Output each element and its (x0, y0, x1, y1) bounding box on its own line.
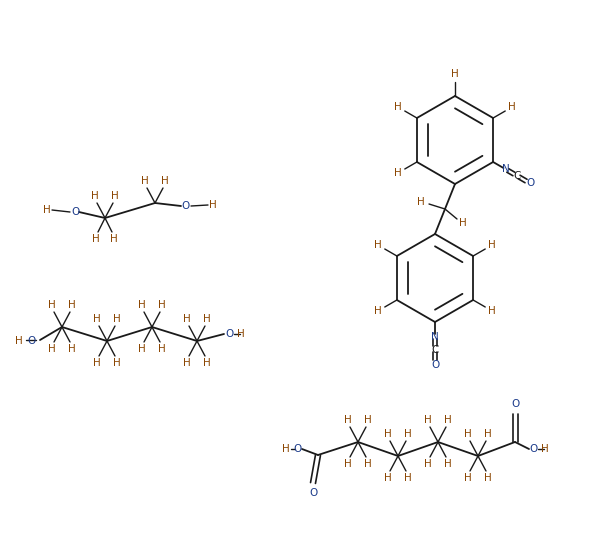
Text: O: O (309, 488, 317, 498)
Text: H: H (138, 300, 146, 310)
Text: H: H (394, 102, 402, 112)
Text: H: H (141, 176, 149, 186)
Text: H: H (344, 415, 352, 425)
Text: H: H (48, 344, 56, 354)
Text: H: H (444, 459, 452, 469)
Text: O: O (71, 207, 79, 217)
Text: H: H (364, 459, 372, 469)
Text: H: H (508, 102, 516, 112)
Text: H: H (541, 444, 549, 454)
Text: O: O (225, 329, 233, 339)
Text: O: O (431, 360, 439, 370)
Text: H: H (282, 444, 290, 454)
Text: N: N (431, 332, 439, 342)
Text: H: H (158, 344, 166, 354)
Text: O: O (511, 399, 519, 409)
Text: H: H (183, 358, 191, 368)
Text: H: H (344, 459, 352, 469)
Text: C: C (514, 171, 521, 181)
Text: O: O (27, 336, 35, 346)
Text: O: O (181, 201, 189, 211)
Text: H: H (464, 473, 472, 483)
Text: O: O (293, 444, 301, 454)
Text: H: H (15, 336, 23, 346)
Text: O: O (530, 444, 538, 454)
Text: H: H (424, 415, 432, 425)
Text: H: H (404, 429, 412, 439)
Text: H: H (488, 306, 496, 316)
Text: H: H (444, 415, 452, 425)
Text: O: O (526, 178, 535, 188)
Text: H: H (488, 240, 496, 250)
Text: H: H (113, 314, 121, 324)
Text: H: H (464, 429, 472, 439)
Text: H: H (459, 218, 467, 228)
Text: H: H (48, 300, 56, 310)
Text: H: H (158, 300, 166, 310)
Text: H: H (209, 200, 217, 210)
Text: H: H (237, 329, 245, 339)
Text: H: H (68, 300, 76, 310)
Text: H: H (43, 205, 51, 215)
Text: H: H (384, 473, 392, 483)
Text: H: H (161, 176, 169, 186)
Text: H: H (203, 358, 211, 368)
Text: H: H (92, 234, 100, 244)
Text: H: H (203, 314, 211, 324)
Text: C: C (432, 345, 439, 355)
Text: H: H (68, 344, 76, 354)
Text: H: H (138, 344, 146, 354)
Text: H: H (484, 473, 492, 483)
Text: H: H (113, 358, 121, 368)
Text: H: H (424, 459, 432, 469)
Text: H: H (183, 314, 191, 324)
Text: H: H (374, 306, 381, 316)
Text: H: H (364, 415, 372, 425)
Text: H: H (404, 473, 412, 483)
Text: H: H (394, 168, 402, 178)
Text: H: H (110, 234, 118, 244)
Text: H: H (93, 358, 101, 368)
Text: H: H (93, 314, 101, 324)
Text: H: H (91, 191, 99, 201)
Text: H: H (374, 240, 381, 250)
Text: H: H (384, 429, 392, 439)
Text: H: H (111, 191, 119, 201)
Text: H: H (451, 69, 459, 79)
Text: N: N (502, 165, 510, 175)
Text: H: H (417, 197, 425, 207)
Text: H: H (484, 429, 492, 439)
